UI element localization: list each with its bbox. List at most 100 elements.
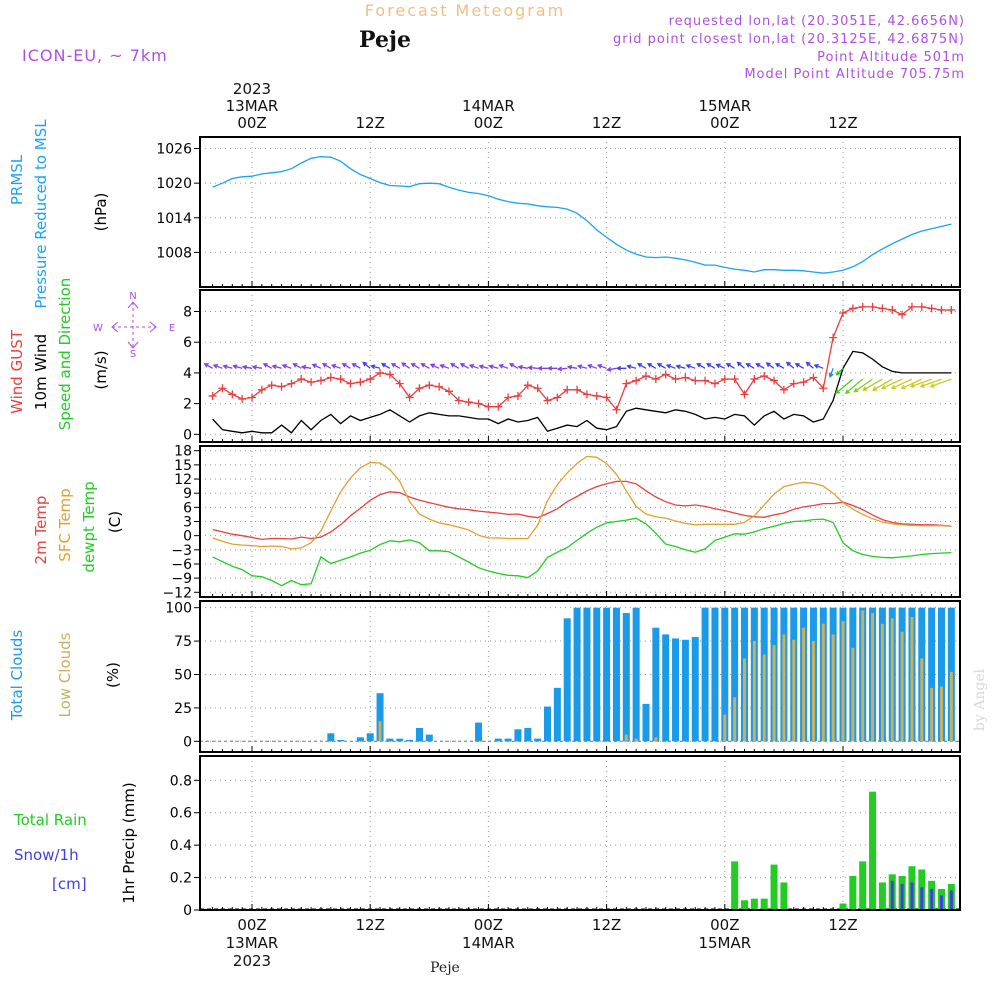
gust-marker [326,373,335,382]
ytick-label: 0 [183,427,192,443]
top-time-label: 12Z [356,114,385,132]
clouds-label-total: Total Clouds [8,630,26,722]
total-cloud-bar [563,618,571,742]
rain-bar [878,882,886,910]
ytick-label: 50 [174,667,192,683]
wind-direction-arrow [919,378,942,388]
wind-direction-arrow [805,361,814,369]
temp-label-sfc: SFC Temp [56,488,74,561]
pressure-line [212,155,952,274]
total-cloud-bar [622,613,630,742]
wind-direction-arrow [311,363,322,369]
gust-marker [671,375,680,384]
wind-label-10m: 10m Wind [32,334,50,410]
total-cloud-bar [504,738,512,742]
total-cloud-bar [524,727,532,742]
low-cloud-bar [634,738,638,742]
total-cloud-bar [632,607,640,742]
wind-direction-arrow [292,363,302,369]
gust-marker [710,379,719,388]
total-cloud-bar [928,607,936,742]
wind-direction-arrow [449,363,460,369]
ytick-label: 4 [183,366,192,382]
low-cloud-bar [841,621,845,742]
low-cloud-bar [752,641,756,742]
ytick-label: 1020 [156,176,192,192]
wind-label-gust: Wind GUST [8,329,26,414]
gust-marker [366,375,375,384]
rain-bar [731,861,739,910]
wind-direction-arrow [596,363,607,369]
rain-bar [780,882,788,910]
wind-direction-arrow [685,363,696,369]
wind-direction-arrow [566,364,578,370]
gust-marker [504,393,513,402]
top-time-label: 12Z [828,114,857,132]
temp-sfc-line [212,455,952,550]
low-cloud-bar [880,623,884,742]
gust-marker [248,393,256,402]
temp-label-unit: (C) [106,511,124,533]
gust-marker [287,379,296,388]
wind-direction-arrow [410,363,420,369]
wind-direction-arrow [785,361,795,369]
wind-direction-arrow [341,363,351,369]
gust-marker [415,384,424,393]
top-time-label: 12Z [592,114,621,132]
bottom-time-label: 14MAR [462,934,515,952]
snow-bar [910,882,914,910]
gust-marker [809,373,818,382]
low-cloud-bar [871,613,875,742]
wind-direction-arrow [755,363,765,369]
low-cloud-bar [811,641,815,742]
low-cloud-bar [940,686,943,742]
wind-direction-arrow [844,378,864,395]
gust-marker [602,393,611,402]
gust-marker [770,376,779,385]
wind-direction-arrow [835,367,844,376]
ytick-label: 3 [183,515,192,531]
panel-frame [199,136,961,288]
precip-panel: 0.8 0.6 0.4 0.2 0 Total Rain Snow/1h [cm] 1hr Pr… [13,755,961,919]
wind-direction-arrow [715,363,726,369]
ytick-label: 6 [183,500,192,516]
snow-bar [940,895,943,910]
gust-marker [898,310,907,319]
gust-marker [553,393,562,402]
snow-bar [930,888,934,910]
total-cloud-bar [721,607,729,742]
ytick-label: 15 [174,458,192,474]
ytick-label: 1026 [156,142,192,158]
wind-direction-arrow [929,378,952,388]
gust-marker [543,396,552,405]
wind-direction-arrow [615,365,627,371]
ytick-label: 6 [183,335,192,351]
ytick-label: 9 [183,486,192,502]
model-label: ICON-EU, ~ 7km [22,46,168,65]
gust-marker [425,381,434,390]
wind-direction-arrow [370,364,381,370]
total-cloud-bar [366,733,374,742]
rain-bar [849,875,857,910]
wind-direction-arrow [498,363,509,369]
gust-marker [218,384,227,393]
total-cloud-bar [415,727,423,742]
gust-marker [474,399,483,408]
low-cloud-bar [890,618,894,742]
snow-bar [890,880,894,910]
total-cloud-bar [544,706,551,742]
rain-bar [770,864,778,910]
wind-direction-arrow [509,363,519,369]
snow-bar [920,887,924,910]
gust-marker [267,381,276,390]
gust-marker [947,305,956,314]
gust-marker [839,309,847,318]
total-cloud-bar [534,738,542,742]
bottom-time-label: 00Z [237,916,266,934]
gust-marker [730,375,739,384]
gust-marker [238,395,247,404]
wind-direction-arrow [222,364,233,370]
wind-direction-arrow [281,363,292,369]
wind-direction-arrow [587,363,598,369]
